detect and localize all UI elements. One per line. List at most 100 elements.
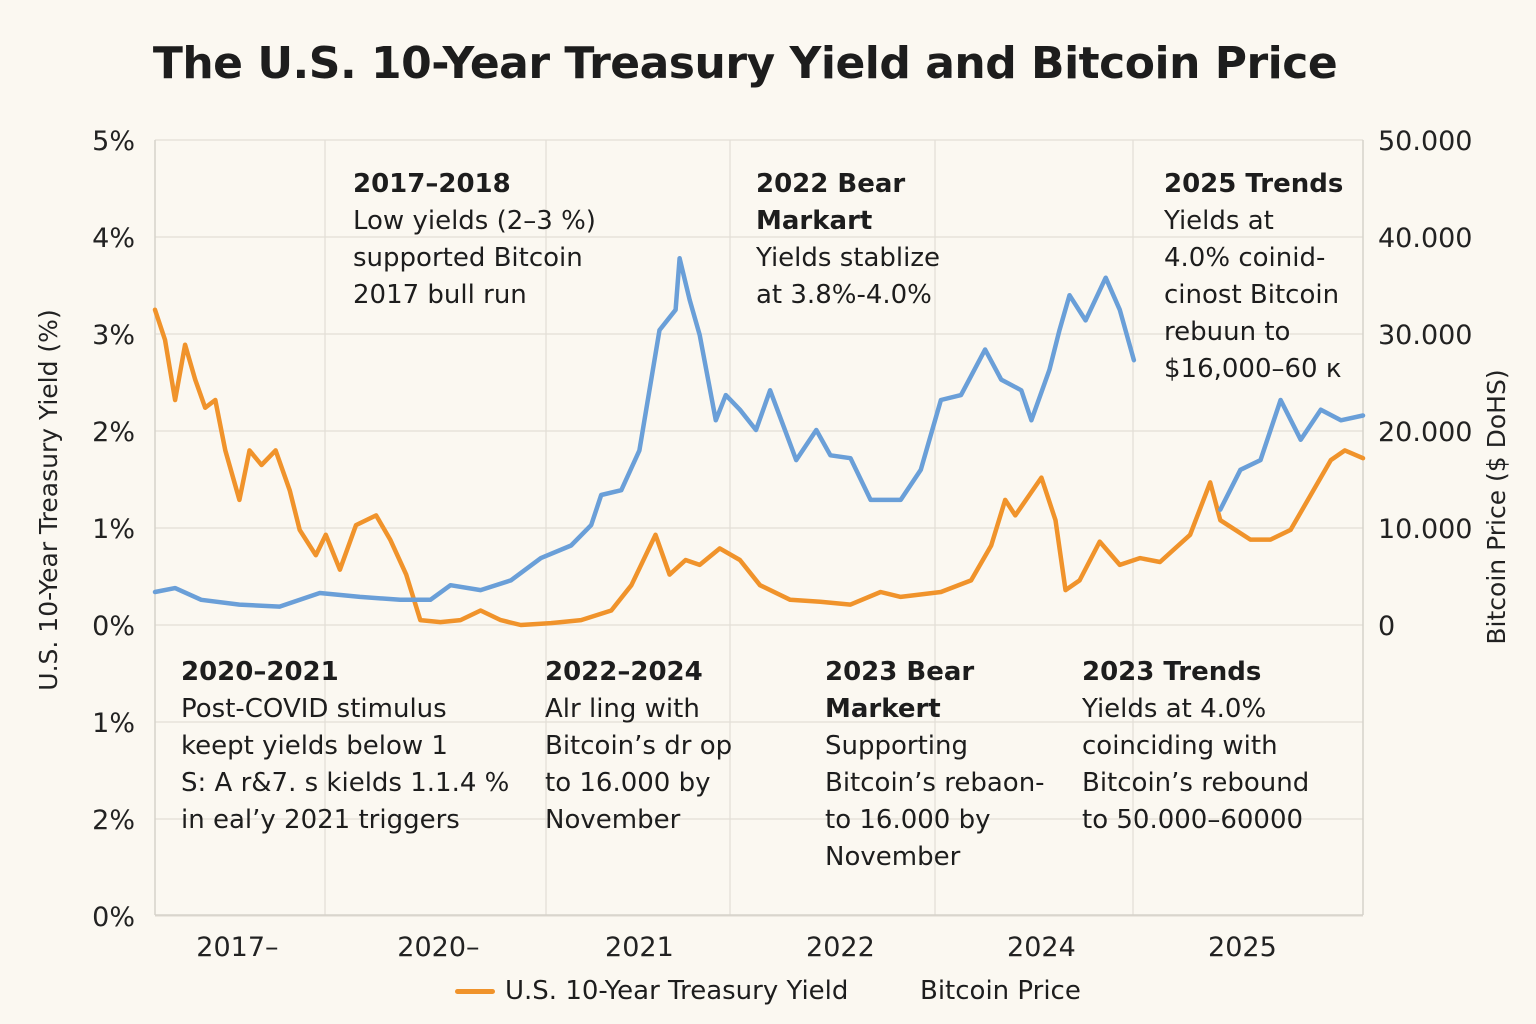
- annotation-heading: 2020–2021: [181, 657, 339, 687]
- data-point-bitcoin: [698, 333, 702, 337]
- annotation-line: to 50.000–60000: [1082, 805, 1304, 835]
- data-point-yield: [629, 583, 633, 587]
- data-point-bitcoin: [1361, 413, 1365, 418]
- annotation-heading: 2023 Trends: [1082, 657, 1262, 687]
- y-left-tick-label: 1%: [92, 708, 135, 739]
- data-point-yield: [1039, 475, 1044, 480]
- x-tick-label: 2025: [1208, 932, 1277, 963]
- annotation-line: Alr ling with: [545, 694, 700, 724]
- data-point-bitcoin: [794, 458, 798, 462]
- data-point-bitcoin: [768, 388, 772, 392]
- y-right-tick-label: 0: [1378, 611, 1395, 642]
- annotation-heading: 2022 Bear Markart: [756, 169, 906, 236]
- annotation-line: Bitcoin’s rebaon-: [825, 768, 1045, 798]
- data-point-yield: [338, 568, 342, 572]
- data-point-yield: [1289, 528, 1293, 532]
- data-point-bitcoin: [828, 453, 832, 457]
- data-point-bitcoin: [1029, 418, 1033, 422]
- legend-label-bitcoin: Bitcoin Price: [920, 976, 1081, 1006]
- data-point-yield: [193, 377, 197, 382]
- data-point-yield: [1118, 563, 1122, 567]
- data-point-yield: [1188, 533, 1192, 537]
- annotation-2022-2024: 2022–2024 Alr ling with Bitcoin’s dr op …: [545, 654, 732, 839]
- data-point-yield: [738, 558, 742, 562]
- annotation-line: $16,000–60 к: [1164, 354, 1342, 384]
- annotation-line: Bitcoin’s dr op: [545, 731, 733, 761]
- data-point-bitcoin: [1278, 398, 1283, 402]
- data-point-bitcoin: [1132, 358, 1136, 362]
- data-point-bitcoin: [1319, 408, 1323, 412]
- legend-item-yield: U.S. 10-Year Treasury Yield: [455, 976, 848, 1006]
- data-point-bitcoin: [939, 398, 943, 402]
- y-left-tick-label: 5%: [92, 126, 135, 157]
- data-point-bitcoin: [199, 598, 203, 602]
- annotation-line: rebuun to: [1164, 317, 1291, 347]
- data-point-yield: [418, 618, 422, 622]
- data-point-yield: [388, 538, 392, 542]
- data-point-bitcoin: [678, 256, 682, 260]
- data-point-yield: [899, 595, 903, 599]
- data-point-bitcoin: [657, 328, 662, 332]
- data-point-bitcoin: [1084, 318, 1088, 323]
- data-point-yield: [1329, 458, 1333, 462]
- data-point-bitcoin: [754, 428, 758, 432]
- annotation-line: Yields at 4.0%: [1082, 694, 1267, 724]
- data-point-bitcoin: [714, 418, 718, 422]
- data-point-yield: [1218, 518, 1222, 522]
- data-point-yield: [1053, 518, 1058, 522]
- data-point-yield: [314, 553, 318, 557]
- y-right-tick-label: 20.000: [1378, 417, 1472, 448]
- annotation-2023-bear: 2023 Bear Markert Supporting Bitcoin’s r…: [825, 654, 1045, 876]
- annotation-line: November: [825, 842, 961, 872]
- data-point-yield: [458, 618, 463, 622]
- data-point-bitcoin: [358, 595, 362, 599]
- data-point-yield: [298, 528, 302, 532]
- data-point-bitcoin: [999, 377, 1003, 382]
- data-point-yield: [1158, 560, 1162, 564]
- data-point-bitcoin: [814, 428, 818, 432]
- annotation-line: coinciding with: [1082, 731, 1278, 761]
- data-point-bitcoin: [318, 591, 322, 595]
- annotation-line: November: [545, 805, 681, 835]
- annotation-2020-2021: 2020–2021 Post-COVID stimulus keept yiel…: [181, 654, 509, 839]
- data-point-yield: [1013, 513, 1017, 517]
- data-point-bitcoin: [428, 598, 432, 602]
- data-point-bitcoin: [599, 493, 603, 497]
- data-point-yield: [288, 488, 292, 492]
- data-point-bitcoin: [848, 456, 853, 460]
- annotation-line: Yields stablize: [756, 243, 940, 273]
- legend-label-yield: U.S. 10-Year Treasury Yield: [505, 976, 849, 1006]
- data-point-yield: [1098, 539, 1102, 544]
- data-point-bitcoin: [1339, 418, 1343, 422]
- annotation-line: Bitcoin’s rebound: [1082, 768, 1310, 798]
- data-point-yield: [499, 618, 503, 622]
- data-point-yield: [684, 558, 688, 562]
- annotation-heading: 2017–2018: [353, 169, 511, 199]
- data-point-bitcoin: [1299, 438, 1303, 442]
- data-point-bitcoin: [448, 583, 453, 587]
- data-point-bitcoin: [589, 523, 593, 527]
- y-left-tick-label: 4%: [92, 223, 135, 254]
- data-point-bitcoin: [637, 448, 642, 452]
- data-point-yield: [354, 523, 358, 527]
- annotation-heading: 2023 Bear Markert: [825, 657, 975, 724]
- data-point-bitcoin: [1047, 368, 1052, 372]
- legend-item-bitcoin: Bitcoin Price: [920, 976, 1081, 1006]
- data-point-yield: [989, 543, 993, 548]
- data-point-yield: [1248, 538, 1253, 542]
- data-point-bitcoin: [1057, 328, 1062, 332]
- y-right-tick-label: 50.000: [1378, 126, 1472, 157]
- data-point-yield: [818, 600, 822, 604]
- data-point-bitcoin: [983, 347, 987, 352]
- data-point-yield: [579, 618, 583, 622]
- data-point-yield: [939, 590, 943, 594]
- annotation-line: Post-COVID stimulus: [181, 694, 447, 724]
- data-point-bitcoin: [1067, 293, 1072, 297]
- data-point-yield: [879, 590, 883, 594]
- data-point-bitcoin: [738, 408, 742, 412]
- data-point-yield: [1343, 448, 1347, 452]
- data-point-yield: [153, 308, 157, 312]
- annotation-line: in eal’y 2021 triggers: [181, 805, 460, 835]
